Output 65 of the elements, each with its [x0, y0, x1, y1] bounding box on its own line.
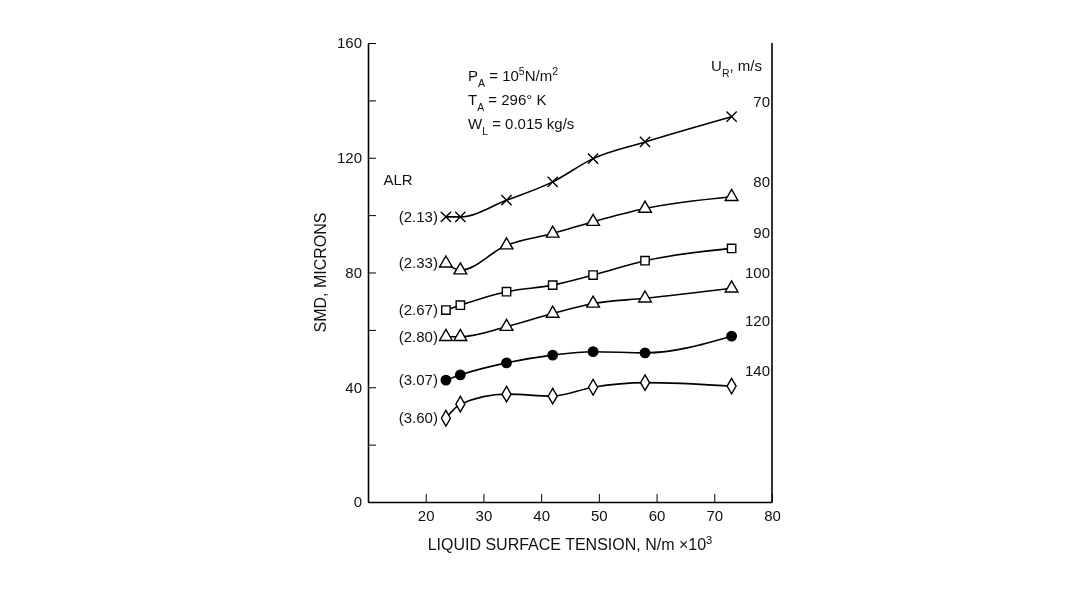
point — [440, 374, 452, 386]
series-label: 140 — [744, 362, 770, 380]
annotation: (2.13) — [398, 207, 438, 225]
point — [724, 280, 739, 293]
point — [501, 286, 512, 297]
point — [454, 369, 466, 381]
point — [637, 200, 653, 213]
series-label: 100 — [744, 264, 770, 282]
point — [499, 318, 514, 332]
annotation: T$_{A}$ = 296° K — [468, 91, 547, 113]
x-tick-label: 20 — [417, 506, 435, 524]
x-axis-title: LIQUID SURFACE TENSION, N/m ×10$^{3}$ — [427, 534, 713, 553]
point — [438, 328, 453, 342]
point — [586, 213, 601, 227]
point — [500, 194, 513, 207]
point — [640, 255, 650, 266]
point — [724, 188, 739, 202]
annotation: (3.60) — [398, 409, 438, 427]
point — [726, 330, 738, 342]
point — [454, 211, 467, 223]
point — [501, 357, 512, 369]
point — [547, 349, 559, 361]
annotation: (2.33) — [398, 254, 438, 272]
series-label: 80 — [753, 172, 770, 190]
point — [545, 305, 560, 318]
x-tick-label: 70 — [706, 506, 724, 524]
annotation: (2.80) — [398, 327, 438, 345]
annotation: (3.07) — [398, 371, 438, 389]
x-tick-label: 30 — [475, 506, 493, 524]
point — [441, 305, 451, 315]
legend-title: U$_{R}$, m/s — [711, 57, 762, 79]
y-tick-label: 120 — [336, 149, 362, 167]
y-axis-title: SMD, MICRONS — [312, 212, 329, 333]
point — [438, 255, 453, 268]
series-label: 70 — [753, 92, 770, 110]
point — [587, 152, 599, 165]
y-tick-label: 80 — [345, 263, 362, 281]
point — [499, 237, 514, 250]
annotation: (2.67) — [398, 301, 438, 319]
y-tick-label: 40 — [345, 378, 362, 396]
annotation: W$_{L}$ = 0.015 kg/s — [468, 115, 575, 137]
series-label: 90 — [753, 224, 770, 242]
point — [586, 295, 601, 308]
point — [455, 300, 466, 311]
point — [725, 110, 738, 123]
x-tick-label: 50 — [591, 506, 608, 524]
point — [453, 328, 468, 342]
x-tick-label: 60 — [648, 506, 666, 524]
x-tick-label: 40 — [533, 506, 550, 524]
y-tick-label: 160 — [336, 34, 362, 52]
point — [545, 225, 560, 238]
point — [639, 347, 651, 359]
point — [453, 262, 468, 275]
annotation: P$_{A}$ = 10$^{5}$N/m$^{2}$ — [468, 65, 559, 89]
annotation: ALR — [383, 171, 413, 189]
point — [587, 346, 599, 358]
point — [546, 176, 559, 188]
series-label: 120 — [744, 312, 770, 330]
point — [588, 270, 598, 280]
y-tick-label: 0 — [353, 493, 362, 511]
point — [637, 290, 653, 303]
point — [639, 136, 651, 148]
point — [547, 280, 558, 291]
point — [440, 211, 452, 223]
x-tick-label: 80 — [764, 506, 781, 524]
